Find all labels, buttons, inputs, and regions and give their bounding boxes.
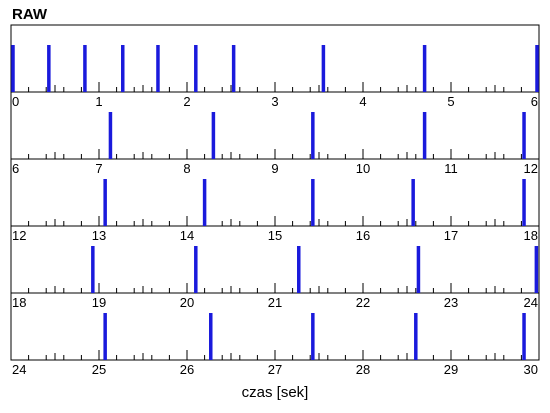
tick-label: 16 <box>356 228 370 243</box>
event-marker <box>321 45 326 92</box>
tick-label: 24 <box>12 362 26 377</box>
tick-label: 29 <box>444 362 458 377</box>
tick-label: 27 <box>268 362 282 377</box>
event-marker <box>535 45 539 92</box>
event-marker <box>211 112 216 159</box>
event-marker <box>414 313 418 360</box>
tick-label: 13 <box>92 228 106 243</box>
event-marker <box>11 45 15 92</box>
tick-label: 2 <box>183 94 190 109</box>
tick-label: 23 <box>444 295 458 310</box>
tick-label: 8 <box>183 161 190 176</box>
tick-label: 22 <box>356 295 370 310</box>
event-marker <box>108 112 113 159</box>
tick-label: 28 <box>356 362 370 377</box>
tick-label: 12 <box>12 228 26 243</box>
event-marker <box>522 179 526 226</box>
event-marker <box>83 45 87 92</box>
event-marker <box>209 313 213 360</box>
event-marker <box>416 246 421 293</box>
event-marker <box>311 112 315 159</box>
tick-label: 15 <box>268 228 282 243</box>
event-marker <box>47 45 51 92</box>
tick-label: 30 <box>524 362 538 377</box>
event-marker <box>422 45 427 92</box>
tick-label: 14 <box>180 228 194 243</box>
tick-label: 12 <box>524 161 538 176</box>
tick-label: 17 <box>444 228 458 243</box>
event-marker <box>311 179 315 226</box>
event-marker <box>297 246 301 293</box>
tick-label: 20 <box>180 295 194 310</box>
x-axis-label: czas [sek] <box>241 384 309 401</box>
tick-label: 18 <box>524 228 538 243</box>
event-marker <box>202 179 207 226</box>
event-marker <box>522 313 526 360</box>
event-marker <box>156 45 160 92</box>
tick-label: 7 <box>95 161 102 176</box>
event-marker <box>534 246 539 293</box>
tick-label: 6 <box>531 94 538 109</box>
chart-title: RAW <box>12 6 47 23</box>
event-marker <box>311 313 315 360</box>
event-marker <box>411 179 415 226</box>
event-marker <box>103 313 107 360</box>
tick-label: 6 <box>12 161 19 176</box>
tick-label: 9 <box>271 161 278 176</box>
tick-label: 11 <box>444 161 458 176</box>
tick-label: 10 <box>356 161 370 176</box>
event-marker <box>194 45 198 92</box>
event-marker <box>121 45 125 92</box>
event-marker <box>91 246 95 293</box>
tick-label: 0 <box>12 94 19 109</box>
tick-label: 5 <box>447 94 454 109</box>
tick-label: 19 <box>92 295 106 310</box>
tick-label: 18 <box>12 295 26 310</box>
event-marker <box>103 179 107 226</box>
tick-label: 3 <box>271 94 278 109</box>
tick-label: 25 <box>92 362 106 377</box>
event-marker <box>194 246 198 293</box>
event-marker <box>522 112 526 159</box>
tick-label: 4 <box>359 94 366 109</box>
tick-label: 26 <box>180 362 194 377</box>
tick-label: 21 <box>268 295 282 310</box>
tick-label: 1 <box>95 94 102 109</box>
tick-label: 24 <box>524 295 538 310</box>
event-marker <box>231 45 236 92</box>
event-marker <box>422 112 427 159</box>
